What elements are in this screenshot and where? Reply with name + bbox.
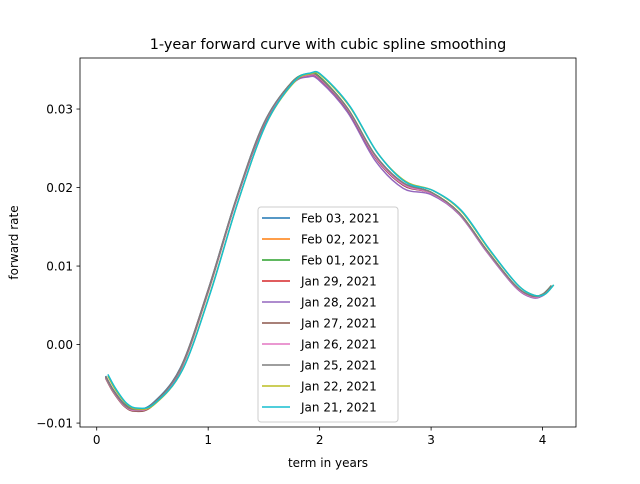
legend-label-4: Jan 29, 2021 (300, 275, 377, 289)
chart-title: 1-year forward curve with cubic spline s… (150, 37, 507, 53)
legend: Feb 03, 2021 Feb 02, 2021 Feb 01, 2021 Jan … (257, 206, 399, 423)
y-tick-label: 0.03 (46, 102, 73, 116)
x-tick-label: 2 (316, 433, 324, 447)
y-tick-label: 0.02 (46, 181, 73, 195)
series-layer (104, 70, 555, 413)
legend-label-3: Feb 01, 2021 (301, 254, 380, 268)
legend-label-9: Jan 22, 2021 (300, 380, 377, 394)
y-tick-label: 0.01 (46, 259, 73, 273)
legend-label-7: Jan 26, 2021 (300, 338, 377, 352)
x-axis-ticks: 0 1 2 3 4 (93, 427, 546, 447)
y-tick-label: −0.01 (36, 416, 73, 430)
x-tick-label: 3 (427, 433, 435, 447)
x-tick-label: 0 (93, 433, 101, 447)
y-axis-ticks: −0.01 0.00 0.01 0.02 0.03 (36, 102, 80, 430)
legend-box (257, 206, 399, 423)
legend-label-1: Feb 03, 2021 (301, 212, 380, 226)
legend-label-5: Jan 28, 2021 (300, 296, 377, 310)
legend-label-6: Jan 27, 2021 (300, 317, 377, 331)
x-tick-label: 4 (539, 433, 547, 447)
legend-label-10: Jan 21, 2021 (300, 401, 377, 415)
y-tick-label: 0.00 (46, 338, 73, 352)
x-axis-label: term in years (288, 456, 368, 470)
series-line-10 (107, 70, 555, 410)
x-tick-label: 1 (204, 433, 212, 447)
plot-frame (79, 57, 577, 428)
y-axis-label: forward rate (7, 205, 21, 279)
legend-label-8: Jan 25, 2021 (300, 359, 377, 373)
legend-label-2: Feb 02, 2021 (301, 233, 380, 247)
